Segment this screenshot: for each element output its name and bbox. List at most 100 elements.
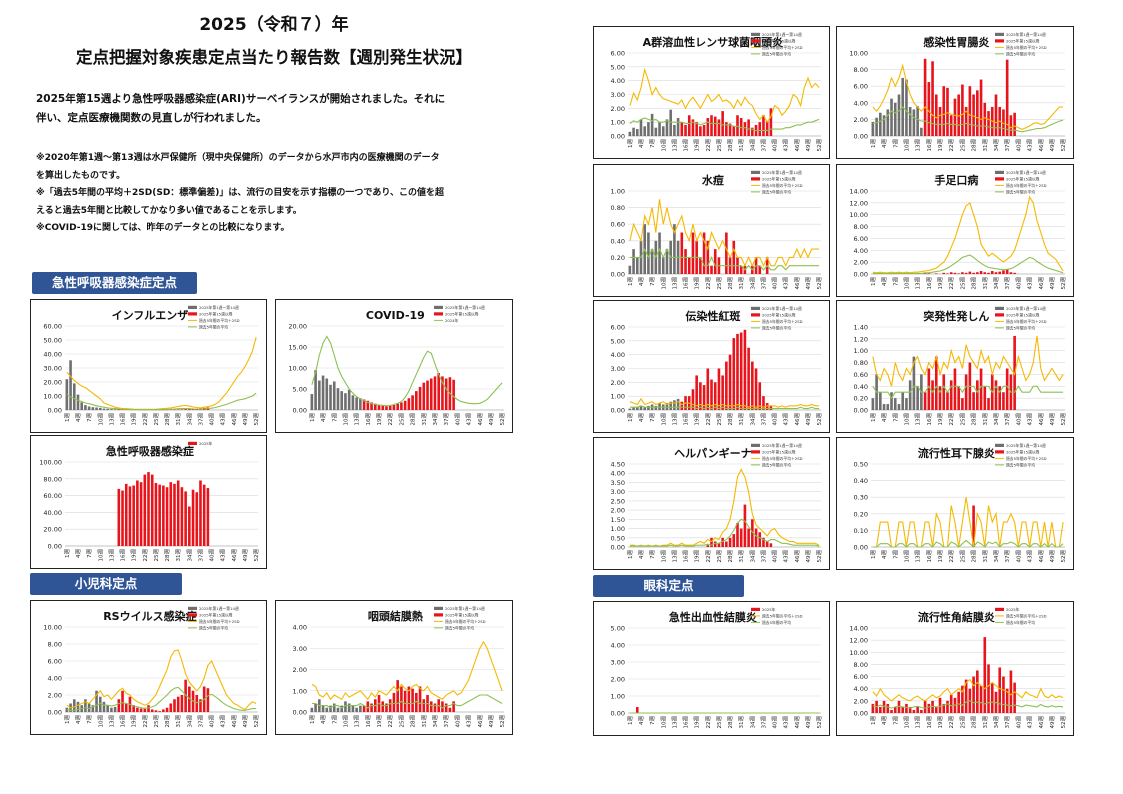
x-tick-label: 34週 (748, 139, 756, 152)
bar (206, 688, 210, 712)
x-tick-label: 10週 (902, 716, 910, 729)
legend-swatch (995, 170, 1004, 174)
bar (908, 106, 912, 136)
series-line (629, 405, 820, 410)
legend-swatch (751, 607, 760, 611)
bar (920, 709, 923, 713)
x-tick-label: 52週 (252, 715, 260, 728)
x-tick-label: 13週 (914, 413, 922, 426)
series-line (311, 335, 503, 407)
chart-svg: 急性呼吸器感染症 0.00 20.00 40.00 60.00 80.00 100.00 1週… (39, 441, 260, 562)
x-tick-label: 22週 (947, 139, 955, 152)
bar (332, 703, 336, 712)
x-tick-label: 52週 (1059, 139, 1067, 152)
bar (754, 368, 758, 410)
note-line: えると過去5年間と比較してかなり多い値であることを示します。 (36, 205, 302, 216)
x-tick-label: 37週 (1003, 550, 1011, 563)
x-tick-label: 40週 (771, 716, 779, 729)
bar (321, 705, 325, 712)
y-tick-label: 0.00 (611, 544, 625, 552)
bar (139, 482, 143, 546)
bar (931, 700, 934, 713)
bar (916, 706, 919, 713)
x-tick-label: 43週 (782, 139, 790, 152)
bar (336, 707, 340, 712)
bar (934, 94, 938, 136)
x-tick-label: 4週 (637, 139, 645, 148)
bar (370, 402, 373, 410)
bar (359, 398, 362, 410)
x-tick-label: 52週 (815, 139, 823, 152)
legend-label: 2025年 (1006, 607, 1020, 612)
bar (976, 90, 979, 136)
x-tick-label: 16週 (682, 139, 690, 152)
x-tick-label: 31週 (981, 277, 989, 290)
bar (897, 404, 901, 410)
x-tick-label: 31週 (420, 715, 428, 728)
bar (739, 118, 743, 136)
legend-swatch (188, 606, 197, 610)
x-tick-label: 40週 (1014, 550, 1022, 563)
legend-label: 過去5年間の平均 (762, 463, 791, 468)
bar (411, 688, 414, 712)
legend-swatch (751, 39, 760, 43)
bar (946, 700, 949, 713)
y-tick-label: 10.00 (849, 50, 868, 58)
bar (976, 272, 979, 274)
chart-panel-rsv: RSウイルス感染症 0.00 2.00 4.00 6.00 8.00 10.00 1週 4週 7週… (30, 600, 267, 735)
bar (665, 249, 669, 274)
series-line (872, 254, 1064, 274)
bar (184, 679, 187, 712)
bar (635, 407, 639, 410)
bar (713, 382, 717, 410)
bar (429, 701, 433, 712)
series-line (311, 694, 503, 709)
bar (165, 487, 169, 546)
x-tick-label: 7週 (330, 715, 338, 724)
bar (1002, 676, 1005, 713)
bar (113, 706, 117, 712)
bar (908, 706, 912, 713)
bar (897, 700, 901, 713)
bar (990, 271, 994, 274)
bar (87, 703, 91, 712)
bar (976, 670, 979, 713)
bar (905, 398, 908, 410)
legend-swatch (751, 306, 760, 310)
bar (366, 400, 370, 410)
x-tick-label: 25週 (715, 716, 723, 729)
bar (987, 398, 990, 410)
bar (994, 272, 998, 274)
x-tick-label: 52週 (815, 550, 823, 563)
x-tick-label: 1週 (869, 139, 877, 148)
bar (643, 126, 647, 136)
bar (886, 109, 890, 136)
bar (117, 699, 121, 712)
x-tick-label: 22週 (704, 139, 712, 152)
legend-label: 2025年第1週～第14週 (762, 306, 802, 311)
x-tick-label: 37週 (1003, 413, 1011, 426)
bar (732, 534, 736, 547)
y-tick-label: 8.00 (854, 661, 868, 669)
legend-swatch (751, 177, 760, 181)
legend-label: 過去5年間の平均 (762, 326, 791, 331)
bar (964, 272, 968, 274)
y-tick-label: 8.00 (48, 641, 62, 649)
x-tick-label: 46週 (793, 139, 801, 152)
series-line (629, 468, 820, 547)
x-tick-label: 31週 (737, 413, 745, 426)
bar (429, 378, 433, 410)
y-tick-label: 4.00 (611, 351, 625, 359)
legend-label: 2025年第1週～第14週 (1006, 306, 1046, 311)
bar (725, 232, 728, 274)
bar (415, 692, 418, 712)
y-tick-label: 0.80 (611, 204, 625, 212)
bar (110, 409, 113, 410)
bar (162, 709, 165, 712)
legend-label: 過去5年間の平均＋2SD (1006, 45, 1047, 50)
x-tick-label: 40週 (771, 277, 779, 290)
x-tick-label: 7週 (85, 715, 93, 724)
section-ophthalmology: 眼科定点 (593, 575, 744, 597)
x-tick-label: 31週 (174, 715, 182, 728)
bar (905, 703, 908, 713)
